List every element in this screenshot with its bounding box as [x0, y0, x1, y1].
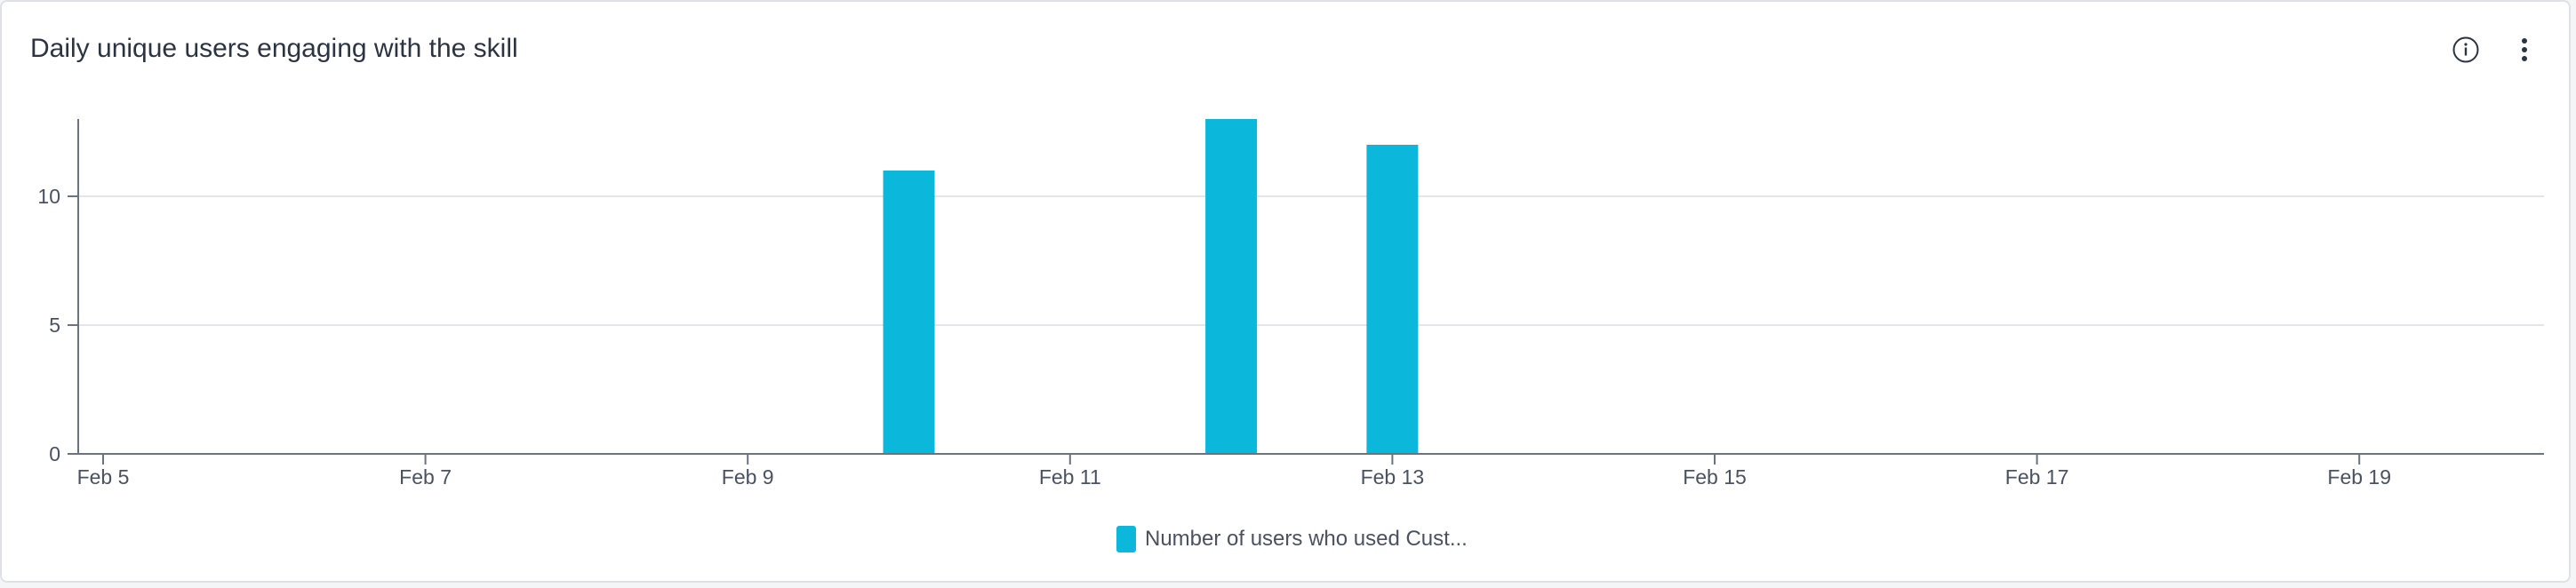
info-circle-icon[interactable]	[2452, 36, 2480, 64]
legend-label: Number of users who used Cust...	[1145, 527, 1468, 551]
bar[interactable]	[1366, 145, 1419, 454]
y-tick-label: 10	[37, 185, 60, 208]
bar[interactable]	[1205, 119, 1258, 454]
x-tick-label: Feb 17	[2005, 465, 2069, 489]
legend-swatch	[1116, 526, 1136, 552]
x-tick-label: Feb 13	[1361, 465, 1425, 489]
x-tick-label: Feb 11	[1039, 465, 1101, 489]
bar[interactable]	[883, 171, 935, 454]
vertical-ellipsis-icon[interactable]	[2512, 36, 2537, 64]
x-tick-label: Feb 7	[399, 465, 452, 489]
x-tick-label: Feb 5	[77, 465, 130, 489]
y-tick-label: 5	[49, 314, 60, 337]
x-tick-label: Feb 15	[1683, 465, 1747, 489]
card-title: Daily unique users engaging with the ski…	[30, 34, 518, 63]
x-tick-label: Feb 19	[2327, 465, 2391, 489]
legend-item[interactable]: Number of users who used Cust...	[1116, 526, 1468, 552]
y-tick-label: 0	[49, 442, 60, 465]
x-tick-label: Feb 9	[722, 465, 774, 489]
